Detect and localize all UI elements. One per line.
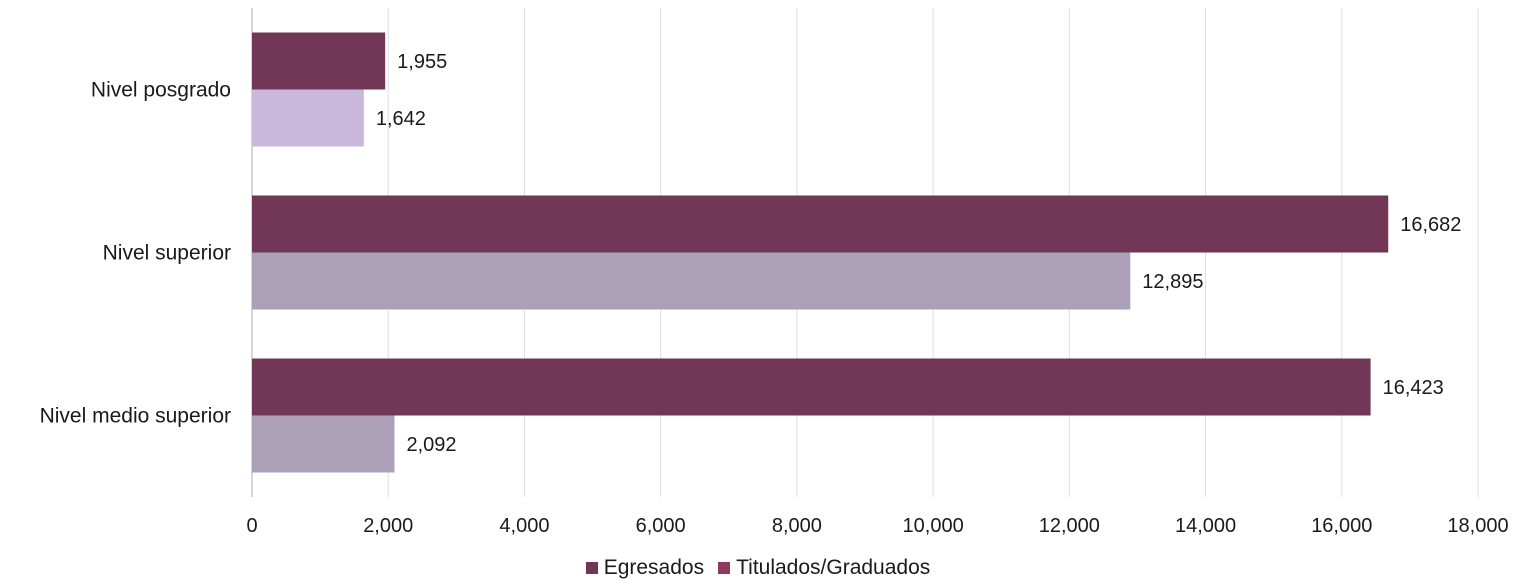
legend-label-egresados: Egresados <box>603 556 705 579</box>
data-label: 16,682 <box>1400 214 1461 236</box>
data-label: 1,642 <box>376 108 426 130</box>
bar <box>252 195 1389 253</box>
data-label: 16,423 <box>1383 377 1444 399</box>
legend-label-titulados: Titulados/Graduados <box>736 556 931 579</box>
x-tick-label: 6,000 <box>636 515 686 537</box>
legend-swatch-titulados <box>718 562 731 574</box>
bar <box>252 358 1371 416</box>
x-tick-label: 4,000 <box>499 515 549 537</box>
x-tick-label: 8,000 <box>772 515 822 537</box>
x-tick-label: 12,000 <box>1039 515 1100 537</box>
legend-item-titulados: Titulados/Graduados <box>718 556 930 580</box>
x-tick-label: 10,000 <box>903 515 964 537</box>
category-label: Nivel posgrado <box>91 79 231 102</box>
legend: Egresados Titulados/Graduados <box>0 556 1516 580</box>
category-label: Nivel superior <box>103 242 231 265</box>
data-label: 2,092 <box>406 434 456 456</box>
x-tick-label: 18,000 <box>1447 515 1508 537</box>
data-label: 1,955 <box>397 51 447 73</box>
data-label: 12,895 <box>1142 271 1203 293</box>
bar <box>252 89 364 147</box>
bar <box>252 415 395 473</box>
x-tick-label: 2,000 <box>363 515 413 537</box>
legend-item-egresados: Egresados <box>585 556 705 580</box>
bar-chart-svg: 0 2,000 4,000 6,000 8,000 10,000 12,000 14,000 1… <box>40 8 1509 537</box>
x-tick-label: 14,000 <box>1175 515 1236 537</box>
category-label: Nivel medio superior <box>40 405 231 428</box>
bar <box>252 252 1131 310</box>
legend-swatch-egresados <box>585 562 598 574</box>
bar <box>252 32 386 90</box>
x-tick-label: 0 <box>246 515 257 537</box>
x-tick-label: 16,000 <box>1311 515 1372 537</box>
